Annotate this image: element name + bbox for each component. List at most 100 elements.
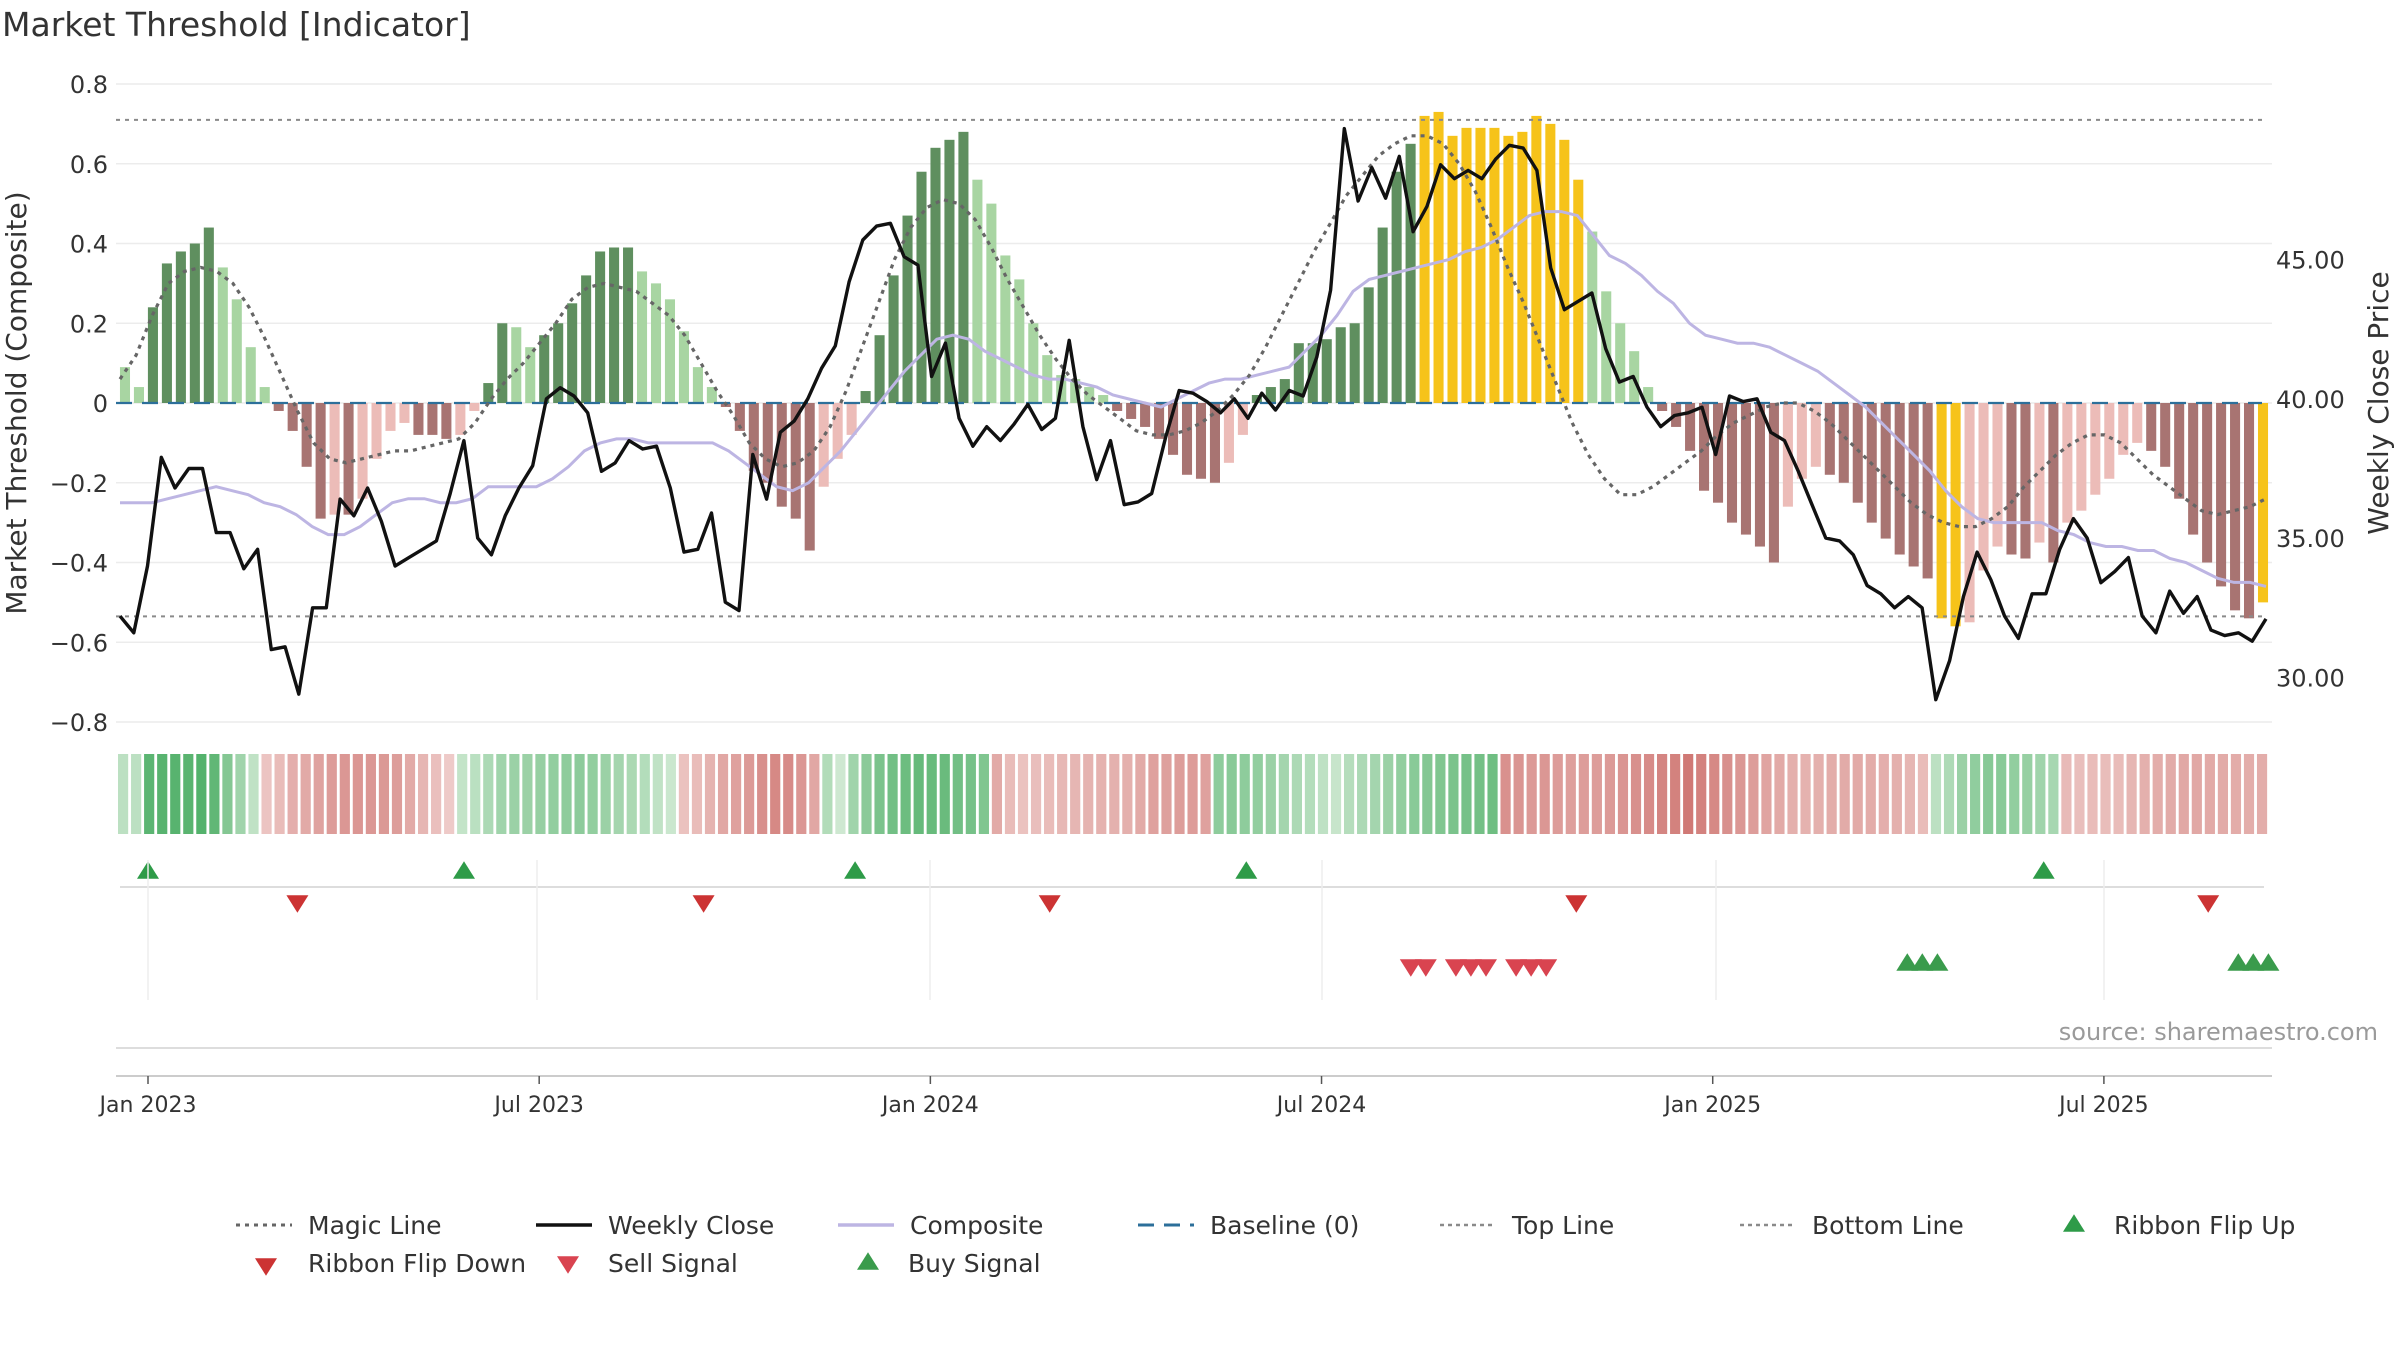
ribbon-cell-7 (209, 754, 220, 834)
ribbon-cell-17 (339, 754, 350, 834)
ribbon-cell-129 (1800, 754, 1811, 834)
ribbon-flip-down-marker-4 (2197, 895, 2220, 913)
ribbon-cell-40 (639, 754, 650, 834)
threshold-bar-92 (1405, 143, 1416, 403)
buy-signal-marker-1 (1911, 953, 1934, 971)
legend-label-8: Sell Signal (608, 1249, 738, 1278)
x-tick-label-0: Jan 2023 (98, 1093, 197, 1118)
threshold-bar-140 (2076, 403, 2087, 511)
threshold-bar-90 (1377, 227, 1388, 403)
ribbon-cell-73 (1070, 754, 1081, 834)
ribbon-cell-67 (991, 754, 1003, 834)
legend-swatch-sell (557, 1256, 579, 1274)
ribbon-cell-145 (2009, 754, 2020, 834)
threshold-bar-3 (161, 263, 172, 403)
threshold-bar-109 (1643, 387, 1654, 403)
ribbon-cell-103 (1461, 754, 1472, 834)
threshold-bar-7 (217, 267, 228, 403)
threshold-bar-5 (189, 243, 200, 403)
threshold-bar-60 (958, 131, 969, 403)
legend-label-0: Magic Line (308, 1211, 442, 1240)
ribbon-cell-94 (1343, 754, 1355, 834)
composite-line (120, 210, 2267, 588)
ribbon-cell-21 (391, 754, 403, 834)
ribbon-cell-150 (2074, 754, 2085, 834)
ribbon-cell-87 (1252, 754, 1263, 834)
ribbon-cell-22 (404, 754, 416, 834)
ribbon-cell-33 (548, 754, 559, 834)
y2-tick-label-2: 35.00 (2276, 525, 2345, 553)
threshold-bar-99 (1503, 135, 1514, 403)
ribbon-cell-131 (1826, 754, 1837, 834)
ribbon-cell-41 (652, 754, 663, 834)
ribbon-cell-85 (1226, 754, 1237, 834)
ribbon-cell-96 (1370, 754, 1381, 834)
ribbon-cell-117 (1643, 754, 1655, 834)
threshold-bar-145 (2146, 403, 2157, 451)
threshold-bar-62 (986, 203, 997, 403)
y-axis-left: 0.8 0.6 0.4 0.2 0 −0.2 −0.4 −0.6 −0.8 (50, 71, 108, 737)
ribbon-cell-75 (1096, 754, 1107, 834)
threshold-bar-80 (1237, 403, 1248, 435)
threshold-bar-69 (1084, 387, 1095, 403)
ribbon-cell-138 (1917, 754, 1929, 834)
ribbon-cell-49 (757, 754, 768, 834)
ribbon-cell-108 (1526, 754, 1537, 834)
ribbon-cell-54 (822, 754, 833, 834)
ribbon-cell-29 (496, 754, 507, 834)
threshold-bar-137 (2034, 403, 2045, 543)
threshold-bar-146 (2160, 403, 2171, 467)
threshold-bar-47 (776, 403, 787, 507)
y2-tick-label-1: 40.00 (2276, 386, 2345, 414)
threshold-bar-148 (2188, 403, 2199, 535)
ribbon-cell-35 (574, 754, 585, 834)
threshold-bar-75 (1168, 403, 1179, 455)
threshold-bar-118 (1768, 403, 1779, 563)
ribbon-cell-51 (783, 754, 794, 834)
ribbon-cell-161 (2217, 754, 2229, 834)
ribbon-cell-48 (744, 754, 755, 834)
legend-item-5: Bottom Line (1740, 1211, 1964, 1240)
ribbon-flip-down-marker-1 (692, 895, 715, 913)
legend-label-6: Ribbon Flip Up (2114, 1211, 2295, 1240)
threshold-bar-95 (1447, 135, 1458, 403)
ribbon-cell-56 (848, 754, 859, 834)
ribbon-cell-68 (1004, 754, 1016, 834)
threshold-bar-124 (1852, 403, 1863, 503)
ribbon-cell-13 (287, 754, 298, 834)
threshold-bar-12 (287, 403, 298, 431)
ribbon-cell-24 (431, 754, 442, 834)
threshold-bar-139 (2062, 403, 2073, 523)
ribbon-cell-110 (1552, 754, 1563, 834)
threshold-bar-6 (203, 227, 214, 403)
ribbon-cell-63 (939, 754, 950, 834)
weekly-close-line (118, 126, 2268, 702)
buy-signal-marker-4 (2242, 953, 2265, 971)
sell-signal-marker-4 (1475, 959, 1497, 977)
x-tick-label-5: Jul 2025 (2057, 1093, 2149, 1118)
ribbon-cell-86 (1239, 754, 1250, 834)
ribbon-cell-109 (1539, 754, 1550, 834)
ribbon-cell-28 (483, 754, 494, 834)
threshold-bar-112 (1685, 403, 1696, 451)
threshold-bar-77 (1195, 403, 1207, 479)
ribbon-cell-46 (717, 754, 729, 834)
legend-item-2: Composite (838, 1211, 1043, 1240)
threshold-bar-84 (1293, 343, 1304, 403)
threshold-bar-18 (371, 403, 382, 459)
threshold-bar-41 (692, 367, 703, 403)
ribbon-cell-121 (1696, 754, 1707, 834)
ribbon-cell-1 (131, 754, 142, 834)
ribbon-cell-19 (365, 754, 376, 834)
threshold-bar-9 (245, 347, 256, 403)
threshold-bar-138 (2048, 403, 2059, 563)
ribbon-cell-135 (1878, 754, 1889, 834)
threshold-bar-135 (2006, 403, 2017, 555)
ribbon-cell-98 (1396, 754, 1407, 834)
ribbon-cell-47 (730, 754, 742, 834)
legend-label-7: Ribbon Flip Down (308, 1249, 526, 1278)
threshold-bar-24 (455, 403, 466, 435)
legend-label-1: Weekly Close (608, 1211, 774, 1240)
legend-swatch-buy (857, 1252, 879, 1270)
ribbon-cell-23 (417, 754, 429, 834)
